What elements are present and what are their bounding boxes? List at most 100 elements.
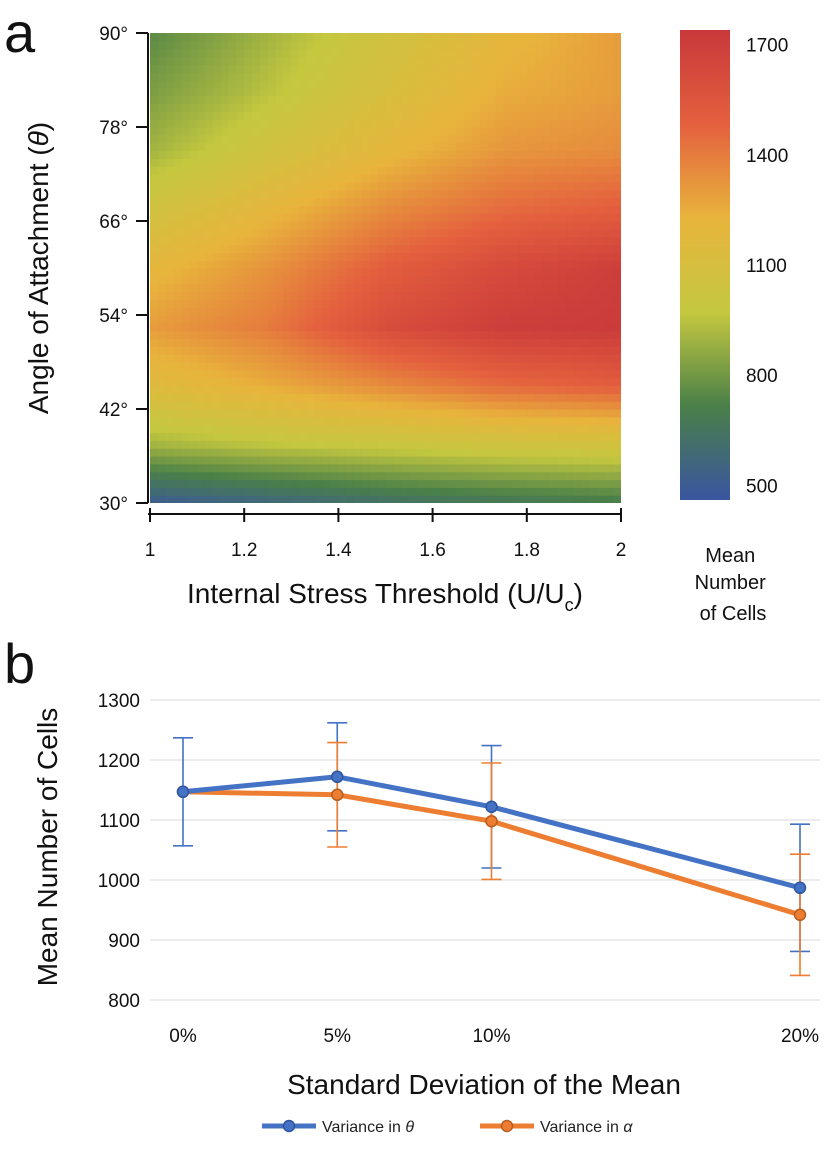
heatmap-cell	[518, 134, 528, 144]
heatmap-cell	[573, 150, 583, 159]
heatmap-cell	[464, 479, 473, 488]
heatmap-cell	[613, 463, 621, 473]
heatmap-cell	[416, 495, 426, 503]
heatmap-cell	[173, 166, 182, 175]
heatmap-cell	[259, 448, 269, 457]
heatmap-cell	[354, 307, 363, 316]
heatmap-cell	[283, 189, 292, 199]
heatmap-cell	[401, 377, 410, 387]
heatmap-cell	[526, 424, 536, 434]
heatmap-cell	[228, 221, 237, 230]
heatmap-cell	[346, 142, 355, 152]
heatmap-cell	[589, 158, 599, 167]
heatmap-cell	[558, 95, 567, 105]
heatmap-cell	[307, 166, 316, 175]
heatmap-cell	[181, 315, 190, 324]
heatmap-cell	[267, 409, 277, 418]
heatmap-cell	[393, 299, 402, 308]
heatmap-cell	[401, 354, 410, 363]
heatmap-cell	[181, 416, 190, 426]
heatmap-cell	[314, 205, 324, 214]
heatmap-cell	[354, 189, 363, 199]
heatmap-cell	[416, 48, 426, 58]
heatmap-cell	[550, 127, 559, 136]
heatmap-cell	[236, 456, 245, 465]
heatmap-x-tick-label: 2	[616, 540, 627, 561]
heatmap-cell	[573, 291, 583, 300]
heatmap-cell	[307, 33, 316, 42]
heatmap-cell	[393, 401, 402, 410]
heatmap-cell	[291, 275, 300, 285]
heatmap-cell	[236, 134, 245, 144]
heatmap-cell	[212, 299, 222, 308]
heatmap-cell	[495, 385, 504, 394]
heatmap-cell	[228, 432, 237, 441]
heatmap-cell	[283, 487, 292, 496]
heatmap-cell	[259, 409, 269, 418]
heatmap-cell	[573, 134, 583, 144]
heatmap-cell	[495, 48, 504, 58]
heatmap-cell	[212, 166, 222, 175]
heatmap-cell	[150, 440, 159, 449]
heatmap-cell	[424, 244, 434, 253]
linechart-x-tick-label: 20%	[781, 1026, 819, 1047]
heatmap-cell	[212, 385, 222, 394]
heatmap-cell	[566, 291, 575, 300]
heatmap-cell	[511, 166, 520, 175]
heatmap-cell	[518, 33, 528, 42]
linechart-point	[485, 800, 498, 814]
heatmap-cell	[212, 275, 222, 285]
heatmap-cell	[573, 409, 583, 418]
heatmap-cell	[267, 463, 277, 473]
heatmap-cell	[220, 315, 230, 324]
heatmap-cell	[197, 119, 206, 128]
heatmap-cell	[409, 103, 418, 112]
heatmap-cell	[464, 315, 473, 324]
heatmap-cell	[448, 213, 457, 222]
heatmap-cell	[589, 260, 599, 269]
heatmap-cell	[346, 338, 355, 347]
heatmap-cell	[534, 213, 544, 222]
heatmap-cell	[613, 362, 621, 371]
heatmap-cell	[283, 424, 292, 434]
heatmap-cell	[267, 197, 277, 206]
heatmap-cell	[432, 197, 442, 206]
heatmap-cell	[330, 283, 339, 293]
heatmap-cell	[487, 244, 496, 253]
heatmap-cell	[346, 401, 355, 410]
heatmap-cell	[511, 307, 520, 316]
heatmap-cell	[401, 283, 410, 293]
heatmap-cell	[157, 275, 167, 285]
heatmap-cell	[487, 291, 496, 300]
heatmap-cell	[244, 48, 253, 58]
heatmap-cell	[464, 456, 473, 465]
heatmap-cell	[416, 369, 426, 379]
heatmap-cell	[283, 40, 292, 50]
heatmap-cell	[581, 166, 591, 175]
heatmap-cell	[259, 189, 269, 199]
heatmap-cell	[432, 299, 442, 308]
heatmap-cell	[259, 150, 269, 159]
heatmap-cell	[236, 315, 245, 324]
heatmap-cell	[424, 307, 434, 316]
heatmap-cell	[204, 456, 214, 465]
heatmap-cell	[385, 119, 394, 128]
heatmap-cell	[487, 80, 496, 89]
heatmap-cell	[330, 236, 339, 246]
heatmap-cell	[566, 315, 575, 324]
heatmap-cell	[252, 268, 261, 277]
heatmap-cell	[424, 40, 434, 50]
heatmap-cell	[464, 463, 473, 473]
heatmap-cell	[322, 33, 332, 42]
heatmap-cell	[173, 33, 182, 42]
heatmap-cell	[589, 275, 599, 285]
heatmap-cell	[361, 244, 371, 253]
heatmap-cell	[236, 369, 245, 379]
heatmap-cell	[377, 275, 387, 285]
heatmap-cell	[401, 80, 410, 89]
heatmap-cell	[550, 432, 559, 441]
heatmap-cell	[354, 369, 363, 379]
linechart-point	[331, 770, 344, 784]
heatmap-cell	[314, 369, 324, 379]
heatmap-cell	[581, 228, 591, 238]
